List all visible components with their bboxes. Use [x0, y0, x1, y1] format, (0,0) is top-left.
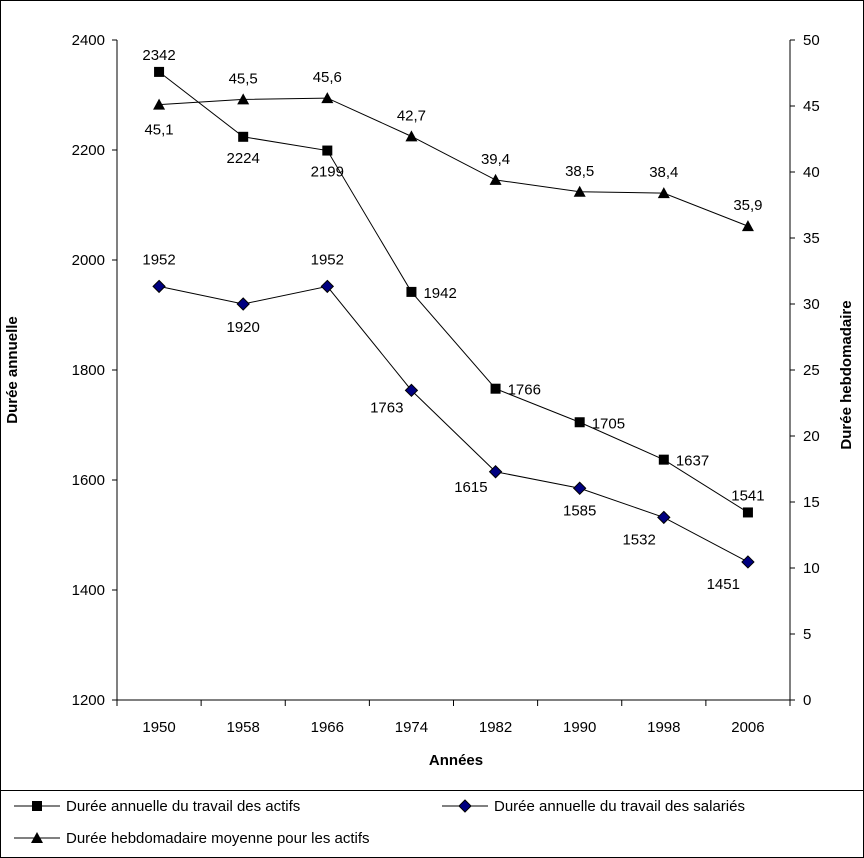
data-label: 1766 — [508, 382, 541, 399]
y-tick-label: 1200 — [72, 692, 105, 709]
data-point-square — [406, 286, 417, 297]
data-label: 38,5 — [565, 163, 594, 180]
data-label: 1952 — [142, 251, 175, 268]
data-label: 45,6 — [313, 69, 342, 86]
x-tick-label: 1998 — [647, 719, 680, 736]
data-point-diamond — [236, 297, 250, 311]
data-label: 1942 — [423, 285, 456, 302]
series-line-3 — [159, 97, 749, 227]
x-tick-label: 1950 — [142, 719, 175, 736]
data-point-triangle — [573, 185, 586, 197]
data-label: 1952 — [311, 251, 344, 268]
data-label: 1451 — [707, 576, 740, 593]
legend-triangle-marker-icon — [31, 832, 43, 843]
axes: 1200 1400 1600 1800 2000 2200 2400 0 5 10 15 20 25 30… — [72, 32, 820, 736]
legend-label-salaries: Durée annuelle du travail des salariés — [494, 798, 745, 815]
data-point-triangle — [321, 92, 334, 104]
data-point-triangle — [237, 93, 250, 105]
data-label: 1920 — [227, 319, 260, 336]
legend-square-marker-icon — [32, 801, 42, 811]
y2-tick-label: 10 — [803, 560, 820, 577]
x-tick-label: 1974 — [395, 719, 428, 736]
y-tick-label: 2200 — [72, 142, 105, 159]
x-tick-label: 2006 — [731, 719, 764, 736]
data-point-square — [742, 507, 753, 518]
data-point-triangle — [405, 130, 418, 142]
y-tick-label: 2000 — [72, 252, 105, 269]
y-tick-label: 1600 — [72, 472, 105, 489]
data-point-square — [490, 383, 501, 394]
x-tick-label: 1990 — [563, 719, 596, 736]
data-label: 35,9 — [733, 197, 762, 214]
series-line-1 — [158, 71, 749, 513]
legend-diamond-marker-icon — [458, 799, 472, 813]
data-label: 2342 — [142, 47, 175, 64]
data-label: 1532 — [622, 531, 655, 548]
data-point-square — [574, 417, 585, 428]
y-axis-title: Durée annuelle — [4, 316, 21, 424]
data-label: 2224 — [227, 150, 260, 167]
y2-tick-label: 0 — [803, 692, 811, 709]
data-label: 1705 — [592, 415, 625, 432]
data-point-square — [658, 454, 669, 465]
data-point-square — [322, 145, 333, 156]
data-label: 1541 — [731, 487, 764, 504]
data-label: 42,7 — [397, 107, 426, 124]
y-tick-label: 2400 — [72, 32, 105, 49]
data-point-triangle — [741, 220, 754, 232]
x-tick-label: 1982 — [479, 719, 512, 736]
y2-axis-title: Durée hebdomadaire — [838, 300, 855, 449]
y2-tick-label: 45 — [803, 98, 820, 115]
x-tick-label: 1966 — [311, 719, 344, 736]
data-point-triangle — [657, 187, 670, 199]
legend-entry-salaries: Durée annuelle du travail des salariés — [442, 798, 745, 815]
data-label: 1585 — [563, 502, 596, 519]
x-tick-label: 1958 — [227, 719, 260, 736]
data-point-square — [238, 131, 249, 142]
data-label: 45,5 — [229, 70, 258, 87]
y2-tick-label: 15 — [803, 494, 820, 511]
y2-tick-label: 35 — [803, 230, 820, 247]
x-axis-title: Années — [429, 752, 483, 769]
legend-entry-actifs: Durée annuelle du travail des actifs — [14, 798, 300, 815]
series-line-2 — [158, 285, 749, 563]
data-label: 1615 — [454, 479, 487, 496]
y2-tick-label: 25 — [803, 362, 820, 379]
data-label: 39,4 — [481, 151, 510, 168]
y-tick-label: 1400 — [72, 582, 105, 599]
series-group — [152, 66, 755, 569]
data-point-triangle — [153, 98, 166, 110]
data-point-diamond — [572, 481, 587, 495]
data-label: 45,1 — [144, 122, 173, 139]
data-point-diamond — [404, 383, 419, 398]
y2-tick-label: 40 — [803, 164, 820, 181]
y2-tick-label: 30 — [803, 296, 820, 313]
data-label: 1637 — [676, 453, 709, 470]
legend-label-actifs: Durée annuelle du travail des actifs — [66, 798, 300, 815]
legend-entry-hebdomadaire: Durée hebdomadaire moyenne pour les acti… — [14, 830, 370, 847]
data-label: 38,4 — [649, 164, 678, 181]
data-point-diamond — [152, 279, 166, 294]
data-labels: 2342 2224 2199 1942 1766 1705 1637 1541 1952 1920… — [142, 47, 764, 593]
data-point-diamond — [741, 555, 755, 569]
data-label: 1763 — [370, 399, 403, 416]
y2-tick-label: 5 — [803, 626, 811, 643]
data-label: 2199 — [311, 164, 344, 181]
data-point-square — [154, 66, 165, 77]
y2-tick-label: 20 — [803, 428, 820, 445]
data-point-triangle — [489, 173, 502, 185]
legend-label-hebdomadaire: Durée hebdomadaire moyenne pour les acti… — [66, 830, 370, 847]
data-point-diamond — [657, 510, 671, 525]
y-tick-label: 1800 — [72, 362, 105, 379]
data-point-diamond — [488, 465, 503, 479]
data-point-diamond — [320, 279, 335, 294]
y2-tick-label: 50 — [803, 32, 820, 49]
